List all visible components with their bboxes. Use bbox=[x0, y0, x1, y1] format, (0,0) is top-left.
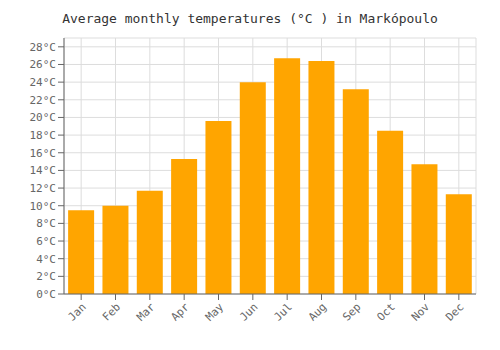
svg-text:24°C: 24°C bbox=[30, 76, 57, 89]
svg-text:18°C: 18°C bbox=[30, 129, 57, 142]
svg-text:14°C: 14°C bbox=[30, 164, 57, 177]
svg-text:20°C: 20°C bbox=[30, 111, 57, 124]
svg-text:22°C: 22°C bbox=[30, 94, 57, 107]
svg-text:Mar: Mar bbox=[134, 300, 158, 324]
svg-text:Oct: Oct bbox=[375, 300, 398, 323]
svg-text:8°C: 8°C bbox=[36, 217, 56, 230]
html-text:Average monthly temperatures (: Average monthly temperatures (°C ) in Ma… bbox=[62, 11, 438, 26]
svg-text:26°C: 26°C bbox=[30, 58, 57, 71]
svg-text:Nov: Nov bbox=[409, 300, 433, 324]
svg-text:Jan: Jan bbox=[66, 300, 89, 323]
svg-text:Feb: Feb bbox=[100, 300, 123, 323]
svg-text:28°C: 28°C bbox=[30, 41, 57, 54]
svg-text:Jun: Jun bbox=[237, 300, 260, 323]
svg-text:4°C: 4°C bbox=[36, 253, 56, 266]
svg-text:12°C: 12°C bbox=[30, 182, 57, 195]
svg-text:16°C: 16°C bbox=[30, 147, 57, 160]
svg-text:10°C: 10°C bbox=[30, 200, 57, 213]
svg-text:May: May bbox=[203, 300, 227, 324]
svg-text:6°C: 6°C bbox=[36, 235, 56, 248]
svg-text:0°C: 0°C bbox=[36, 288, 56, 301]
svg-text:Apr: Apr bbox=[169, 300, 193, 324]
svg-text:Sep: Sep bbox=[340, 300, 363, 323]
svg-text:Jul: Jul bbox=[272, 300, 295, 323]
svg-text:Aug: Aug bbox=[306, 300, 329, 323]
svg-text:Dec: Dec bbox=[443, 300, 466, 323]
svg-text:2°C: 2°C bbox=[36, 270, 56, 283]
